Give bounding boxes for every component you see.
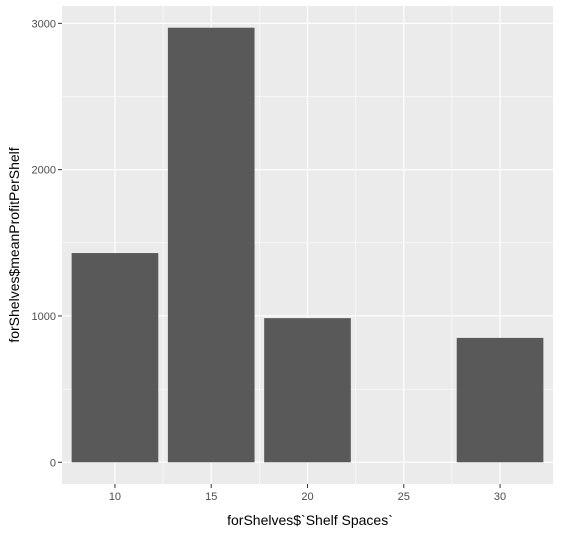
bar-15 xyxy=(167,27,255,463)
bars xyxy=(71,27,544,463)
y-tick-label: 2000 xyxy=(32,165,56,177)
x-tick-label: 25 xyxy=(398,491,410,503)
x-tick-label: 10 xyxy=(109,491,121,503)
bar-30 xyxy=(456,337,544,463)
bar-20 xyxy=(264,318,351,463)
x-tick-label: 20 xyxy=(301,491,313,503)
x-axis: 10 15 20 25 30 xyxy=(109,484,506,503)
y-tick-label: 0 xyxy=(50,457,56,469)
y-axis-title: forShelves$meanProfitPerShelf xyxy=(6,147,22,342)
y-axis: 0 1000 2000 3000 xyxy=(32,18,62,469)
x-tick-label: 15 xyxy=(205,491,217,503)
bar-10 xyxy=(71,253,159,463)
y-tick-label: 3000 xyxy=(32,18,56,30)
y-tick-label: 1000 xyxy=(32,311,56,323)
x-tick-label: 30 xyxy=(494,491,506,503)
x-axis-title: forShelves$`Shelf Spaces` xyxy=(227,512,393,528)
